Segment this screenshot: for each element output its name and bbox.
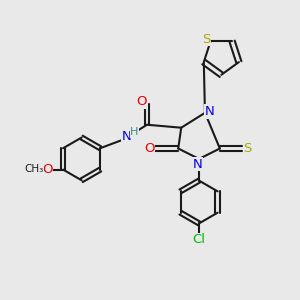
Text: N: N (122, 130, 132, 142)
Text: O: O (136, 95, 147, 108)
Text: N: N (193, 158, 202, 171)
Text: O: O (42, 163, 52, 176)
Text: S: S (202, 33, 210, 46)
Text: O: O (144, 142, 154, 155)
Text: CH₃: CH₃ (25, 164, 44, 174)
Text: S: S (243, 142, 252, 155)
Text: N: N (205, 105, 214, 118)
Text: H: H (130, 127, 139, 137)
Text: Cl: Cl (193, 233, 206, 246)
